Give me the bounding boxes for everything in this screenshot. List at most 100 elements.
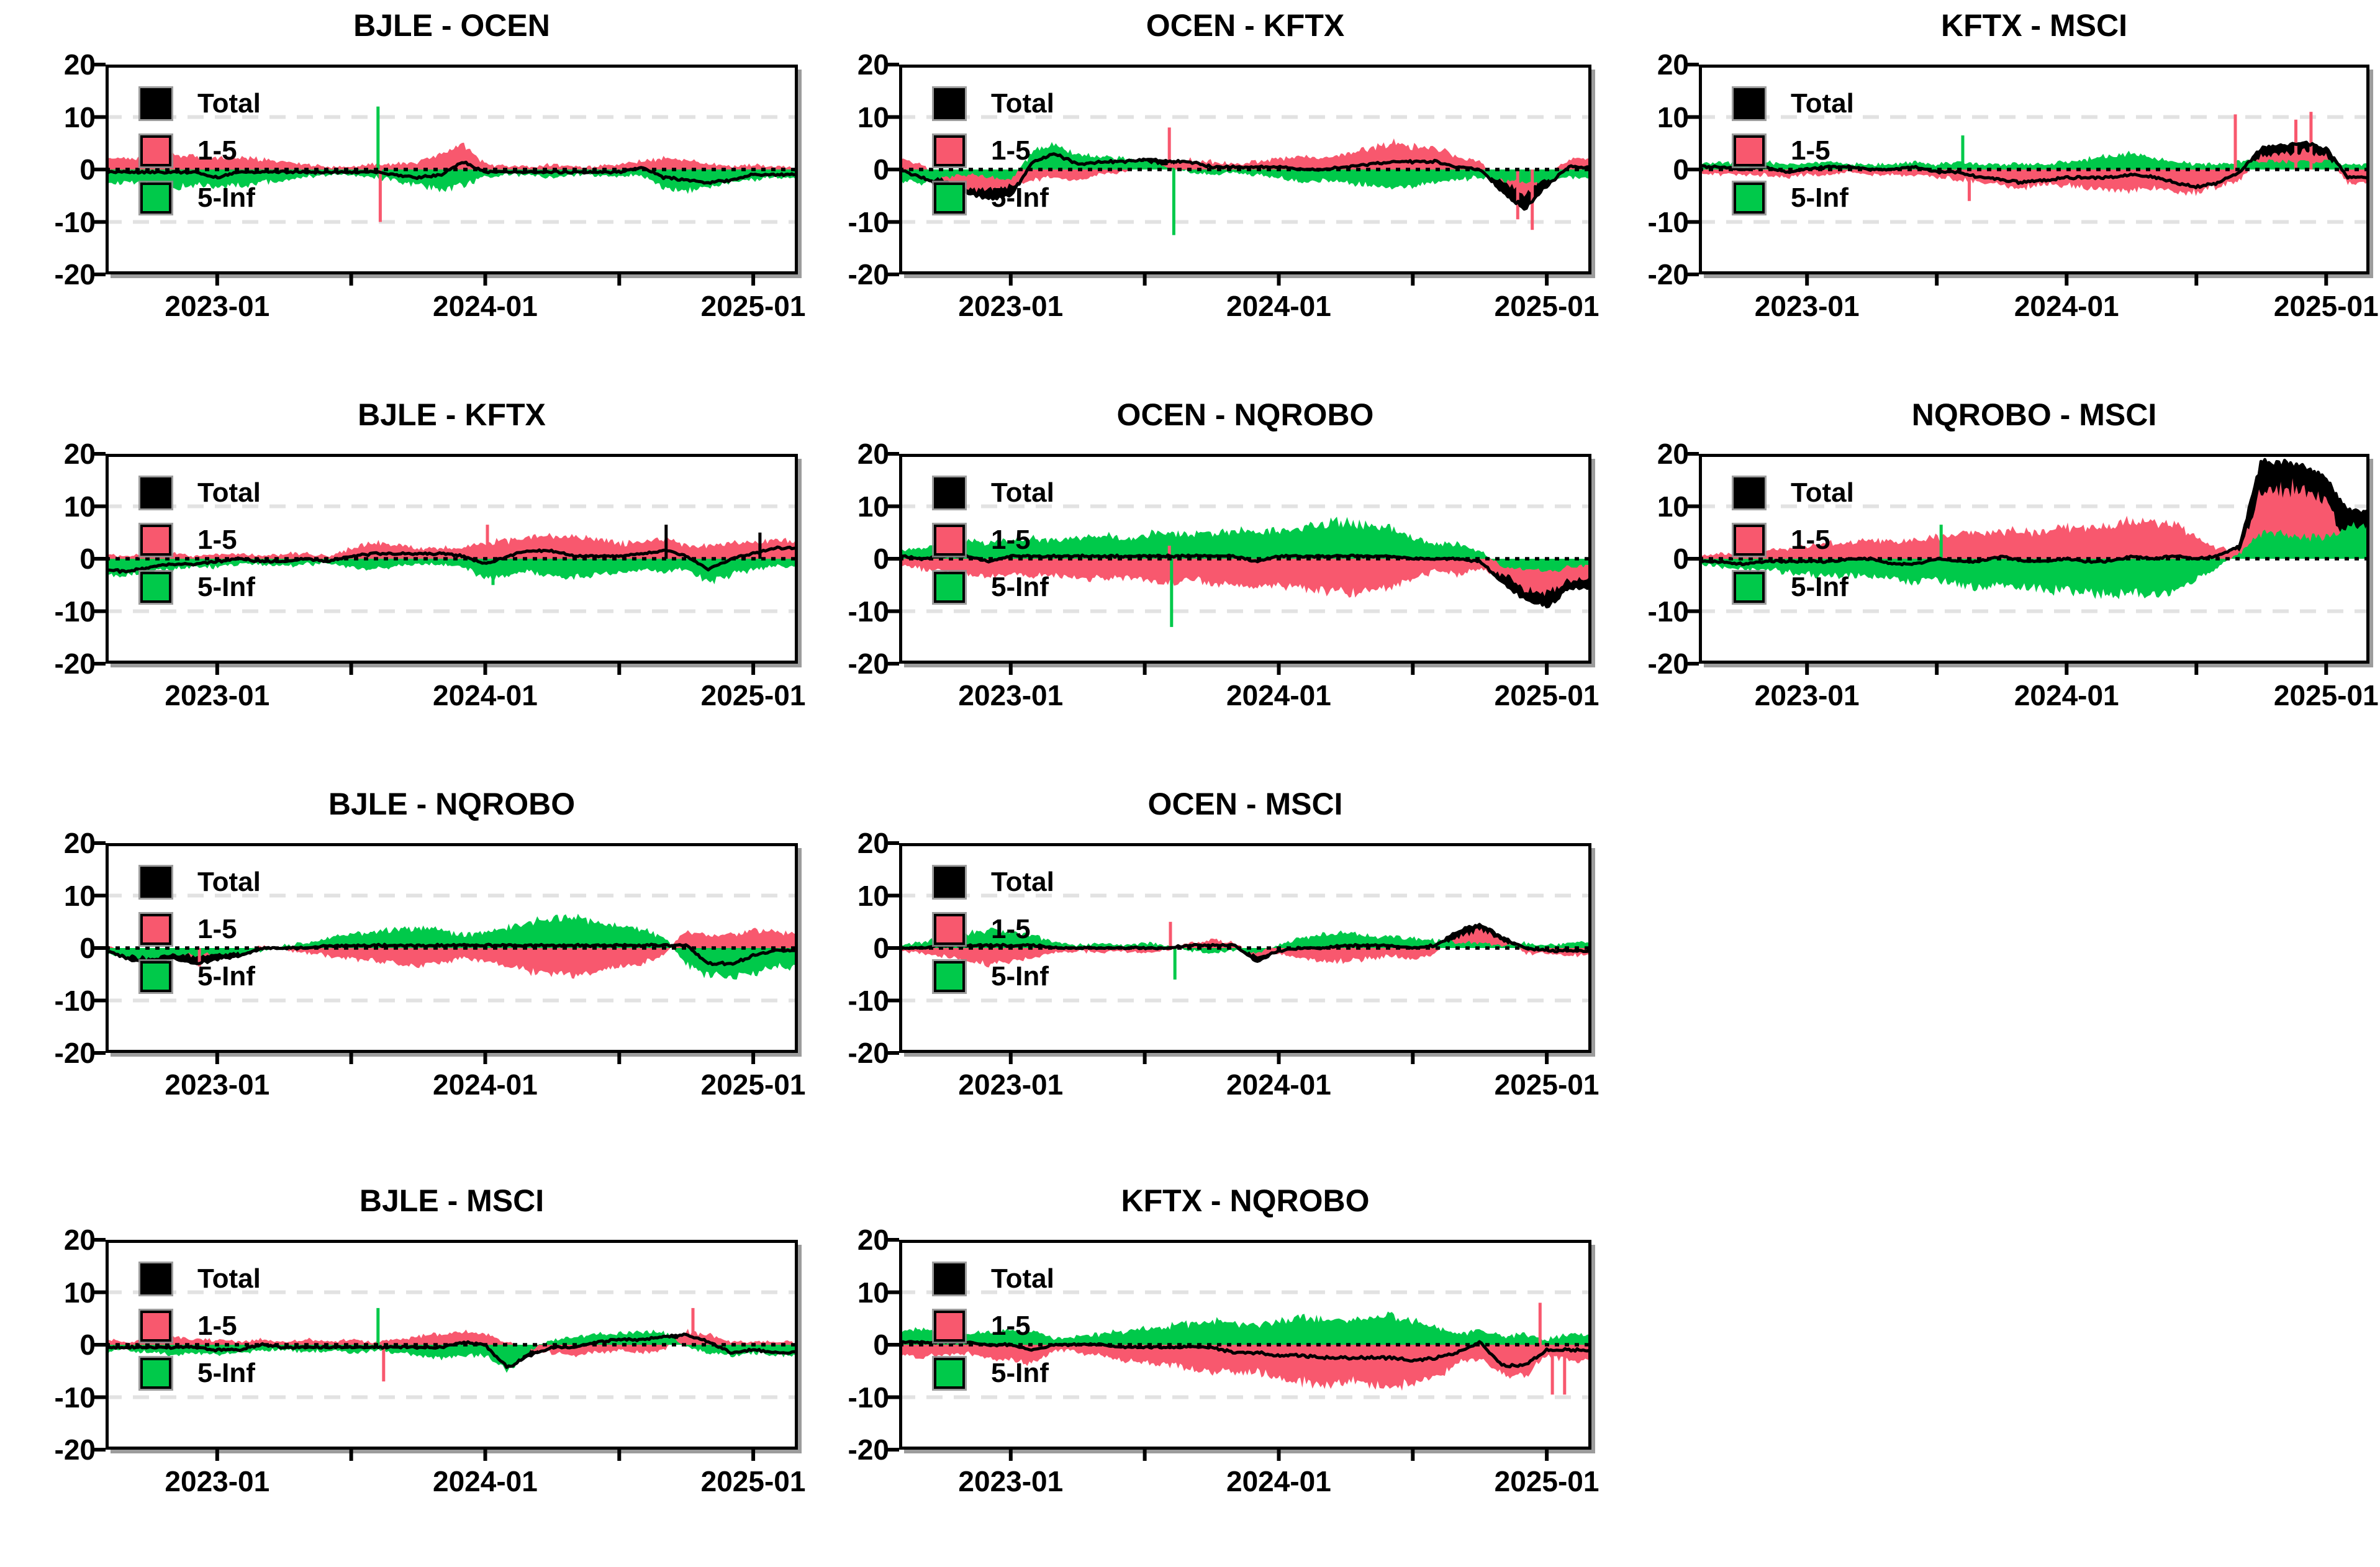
plot-area	[94, 452, 798, 675]
y-tick-label: 10	[857, 1276, 889, 1309]
legend-item-total: Total	[934, 1262, 1054, 1296]
legend-label: 1-5	[197, 1311, 237, 1341]
y-tick-label: -10	[848, 1381, 889, 1414]
y-tick-label: 0	[873, 543, 889, 575]
y-tick-label: 0	[873, 153, 889, 186]
plot-area	[1688, 452, 2369, 675]
legend-label: 5-Inf	[991, 183, 1049, 213]
legend-swatch-total	[140, 1263, 171, 1294]
legend-label: Total	[1791, 88, 1854, 119]
legend-item-total: Total	[140, 87, 261, 120]
x-tick-label: 2024-01	[433, 1068, 538, 1101]
x-tick-label: 2024-01	[1226, 679, 1331, 711]
plot-area	[888, 1238, 1591, 1461]
total-line	[899, 152, 1591, 211]
legend: Total 1-5 5-Inf	[934, 476, 1054, 604]
legend-label: 5-Inf	[991, 1358, 1049, 1388]
x-tick-label: 2024-01	[1226, 290, 1331, 322]
legend-swatch-total	[1734, 88, 1765, 119]
y-tick-label: 20	[63, 48, 96, 81]
x-tick-label: 2025-01	[2273, 679, 2379, 711]
y-tick-label: 20	[1657, 48, 1689, 81]
legend-swatch-1-5	[934, 1311, 965, 1342]
legend-label: 1-5	[197, 914, 237, 944]
legend: Total 1-5 5-Inf	[140, 87, 261, 215]
chart-title: BJLE - OCEN	[353, 8, 550, 43]
chart-title: OCEN - KFTX	[1146, 8, 1345, 43]
chart-title: OCEN - NQROBO	[1116, 397, 1374, 432]
x-tick-label: 2024-01	[2014, 679, 2119, 711]
plot-border	[1699, 65, 2369, 274]
total-line	[106, 942, 798, 967]
y-tick-label: 0	[79, 543, 96, 575]
band-5-inf-area	[1699, 150, 2369, 169]
legend-item-1-5: 1-5	[140, 134, 261, 168]
x-tick-label: 2025-01	[1494, 1465, 1599, 1497]
legend-swatch-5-inf	[1734, 183, 1765, 214]
legend-label: Total	[991, 88, 1054, 119]
legend-swatch-1-5	[934, 135, 965, 166]
legend-label: 5-Inf	[197, 961, 255, 991]
legend-swatch-5-inf	[934, 183, 965, 214]
y-tick-label: -20	[848, 258, 889, 291]
plot-area	[1688, 63, 2369, 286]
y-tick-label: -20	[848, 648, 889, 680]
legend-item-5-inf: 5-Inf	[140, 1357, 261, 1390]
plot-area	[94, 841, 798, 1064]
y-tick-label: -20	[848, 1434, 889, 1466]
x-tick-label: 2023-01	[958, 1465, 1064, 1497]
chart-ocen-nqrobo: OCEN - NQROBO 20 10 0 -10 -20 2023-01 2024-01 20…	[794, 392, 1599, 781]
legend-label: Total	[991, 1263, 1054, 1294]
total-line	[899, 1340, 1591, 1368]
x-tick-label: 2025-01	[700, 290, 806, 322]
legend-label: Total	[197, 477, 261, 508]
y-tick-label: 0	[79, 153, 96, 186]
x-tick-label: 2025-01	[2273, 290, 2379, 322]
x-tick-label: 2024-01	[433, 1465, 538, 1497]
legend-item-1-5: 1-5	[1734, 134, 1854, 168]
legend-item-5-inf: 5-Inf	[934, 960, 1054, 993]
chart-bjle-msci: BJLE - MSCI 20 10 0 -10 -20 2023-01 2024-01 2025…	[0, 1178, 806, 1567]
legend-label: 5-Inf	[197, 572, 255, 602]
x-tick-label: 2025-01	[1494, 679, 1599, 711]
legend-swatch-total	[140, 88, 171, 119]
y-tick-label: 20	[63, 438, 96, 470]
legend-swatch-5-inf	[934, 961, 965, 992]
legend: Total 1-5 5-Inf	[1734, 87, 1854, 215]
chart-nqrobo-msci: NQROBO - MSCI 20 10 0 -10 -20 2023-01 2024-01 20…	[1587, 392, 2380, 781]
total-line	[899, 923, 1591, 963]
x-tick-label: 2023-01	[165, 290, 270, 322]
chart-kftx-nqrobo: KFTX - NQROBO 20 10 0 -10 -20 2023-01 2024-01 20…	[794, 1178, 1599, 1567]
y-tick-label: 10	[63, 101, 96, 133]
chart-title: BJLE - NQROBO	[328, 787, 576, 821]
y-tick-label: 10	[1657, 101, 1689, 133]
legend-item-total: Total	[140, 476, 261, 510]
legend-label: Total	[197, 88, 261, 119]
band-1-5-area	[106, 533, 798, 559]
legend-label: Total	[197, 1263, 261, 1294]
legend-swatch-total	[140, 867, 171, 898]
y-tick-label: 20	[1657, 438, 1689, 470]
legend-label: 1-5	[197, 525, 237, 555]
legend-label: 1-5	[991, 914, 1031, 944]
y-tick-label: -10	[54, 205, 96, 238]
legend-swatch-1-5	[140, 135, 171, 166]
band-1-5-area	[899, 928, 1591, 968]
x-tick-label: 2025-01	[700, 1465, 806, 1497]
legend-swatch-1-5	[140, 1311, 171, 1342]
x-tick-label: 2023-01	[165, 679, 270, 711]
x-tick-label: 2025-01	[700, 1068, 806, 1101]
legend-swatch-1-5	[140, 525, 171, 556]
legend-item-total: Total	[140, 1262, 261, 1296]
legend-item-total: Total	[934, 865, 1054, 899]
legend-label: 5-Inf	[991, 572, 1049, 602]
chart-bjle-nqrobo: BJLE - NQROBO 20 10 0 -10 -20 2023-01 2024-01 20…	[0, 781, 806, 1170]
total-line	[1699, 140, 2369, 189]
legend-label: 5-Inf	[197, 1358, 255, 1388]
legend: Total 1-5 5-Inf	[934, 87, 1054, 215]
legend-label: 1-5	[1791, 135, 1830, 166]
legend-swatch-5-inf	[140, 572, 171, 603]
legend-swatch-5-inf	[140, 183, 171, 214]
plot-area	[888, 452, 1591, 675]
